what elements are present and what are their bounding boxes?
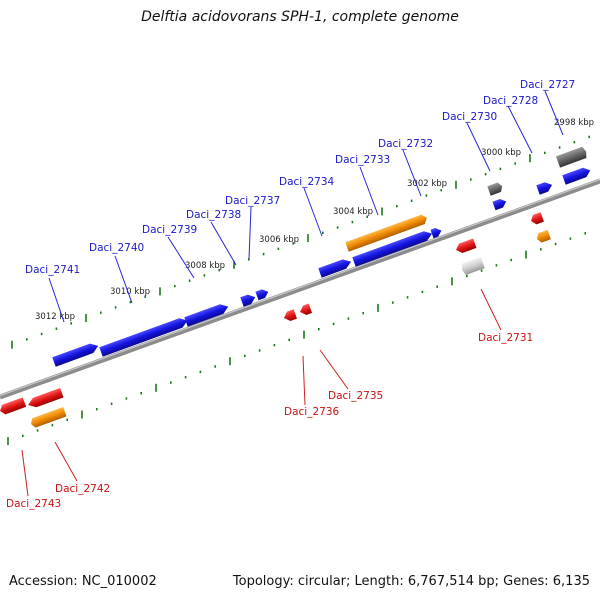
gene-feature[interactable] bbox=[562, 166, 592, 185]
gene-label[interactable]: Daci_2743 bbox=[6, 498, 61, 510]
gene-feature[interactable] bbox=[99, 316, 189, 357]
gene-label[interactable]: Daci_2736 bbox=[284, 406, 340, 418]
pseudo-feature[interactable] bbox=[555, 146, 588, 168]
gene-label[interactable]: Daci_2738 bbox=[186, 209, 241, 221]
gene-feature[interactable] bbox=[536, 180, 554, 195]
gene-feature[interactable] bbox=[492, 197, 507, 211]
lower-tick-track bbox=[7, 232, 587, 446]
scale-label: 3006 kbp bbox=[259, 235, 299, 245]
scale-label: 2998 kbp bbox=[554, 118, 594, 128]
label-leaders bbox=[21, 90, 564, 497]
upper-tick-track bbox=[11, 135, 591, 349]
scale-label: 3010 kbp bbox=[110, 287, 150, 297]
pseudo-feature[interactable] bbox=[460, 256, 485, 276]
gene-feature[interactable] bbox=[240, 293, 257, 307]
accession-text: Accession: NC_010002 bbox=[9, 574, 157, 589]
gene-label[interactable]: Daci_2727 bbox=[520, 79, 575, 91]
gene-label[interactable]: Daci_2734 bbox=[279, 176, 335, 188]
topology-text: Topology: circular; Length: 6,767,514 bp… bbox=[232, 574, 590, 589]
scale-label: 3000 kbp bbox=[481, 148, 521, 158]
genome-backbone bbox=[0, 178, 600, 400]
scale-label: 3012 kbp bbox=[35, 312, 75, 322]
reverse-strand-genes bbox=[0, 212, 551, 429]
gene-labels: Daci_2741 Daci_2740 Daci_2739 Daci_2738 … bbox=[6, 79, 575, 510]
gene-label[interactable]: Daci_2728 bbox=[483, 95, 538, 107]
gene-label[interactable]: Daci_2733 bbox=[335, 154, 390, 166]
scale-label: 3004 kbp bbox=[333, 207, 373, 217]
gene-label[interactable]: Daci_2735 bbox=[328, 390, 383, 402]
gene-label[interactable]: Daci_2742 bbox=[55, 483, 110, 495]
gene-feature[interactable] bbox=[52, 341, 100, 367]
gene-feature[interactable] bbox=[0, 397, 27, 415]
gene-feature[interactable] bbox=[352, 229, 433, 267]
gene-label[interactable]: Daci_2737 bbox=[225, 195, 280, 207]
gene-feature[interactable] bbox=[255, 288, 269, 301]
rna-feature[interactable] bbox=[345, 213, 428, 252]
gene-label[interactable]: Daci_2739 bbox=[142, 224, 197, 236]
gene-feature[interactable] bbox=[454, 238, 477, 254]
gene-feature[interactable] bbox=[298, 303, 313, 317]
gene-label[interactable]: Daci_2732 bbox=[378, 138, 433, 150]
gene-feature[interactable] bbox=[430, 226, 442, 239]
gene-feature[interactable] bbox=[26, 387, 64, 410]
forward-strand-genes bbox=[52, 146, 592, 367]
gene-label[interactable]: Daci_2730 bbox=[442, 111, 497, 123]
gene-feature[interactable] bbox=[282, 309, 297, 323]
rna-feature[interactable] bbox=[535, 229, 551, 244]
gene-label[interactable]: Daci_2731 bbox=[478, 332, 533, 344]
gene-feature[interactable] bbox=[184, 302, 230, 327]
gene-feature[interactable] bbox=[318, 257, 352, 278]
gene-label[interactable]: Daci_2740 bbox=[89, 242, 144, 254]
gene-label[interactable]: Daci_2741 bbox=[25, 264, 80, 276]
scale-label: 3002 kbp bbox=[407, 179, 447, 189]
rna-feature[interactable] bbox=[29, 406, 67, 429]
pseudo-feature[interactable] bbox=[487, 182, 504, 196]
scale-label: 3008 kbp bbox=[185, 261, 225, 271]
genome-backbone-highlight bbox=[0, 178, 600, 397]
genome-title: Delftia acidovorans SPH-1, complete geno… bbox=[141, 9, 459, 25]
scale-labels: 3012 kbp 3010 kbp 3008 kbp 3006 kbp 3004… bbox=[35, 118, 594, 322]
gene-feature[interactable] bbox=[529, 212, 544, 226]
